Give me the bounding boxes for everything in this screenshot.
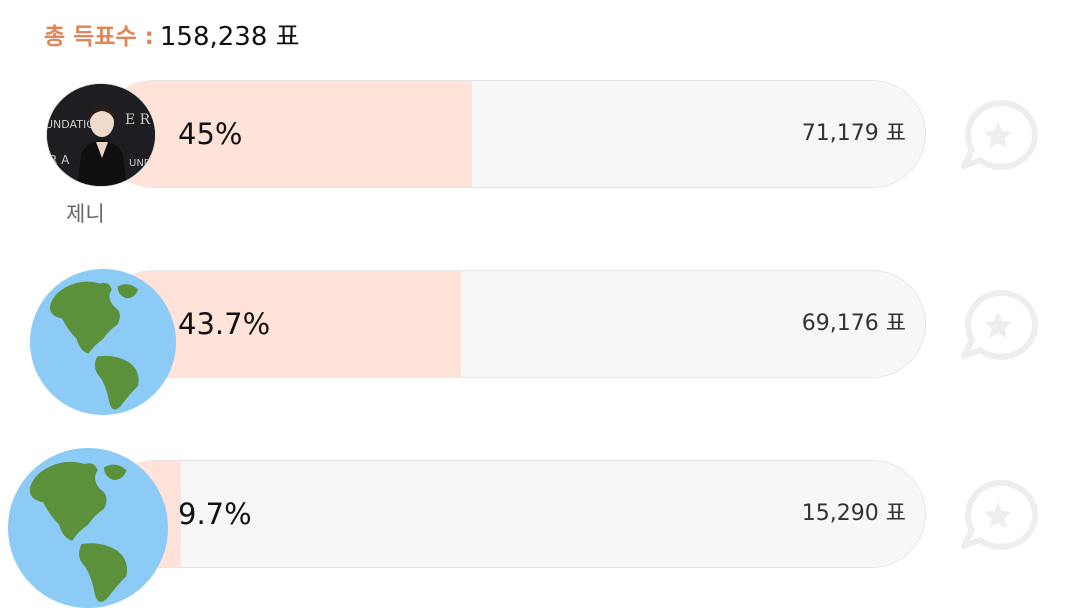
star-chat-bubble-icon[interactable]	[958, 288, 1039, 362]
candidate-row-2[interactable]: 43.7% 69,176 표	[0, 269, 1080, 415]
vote-bar[interactable]	[100, 270, 926, 378]
svg-text:E R: E R	[125, 112, 151, 128]
globe-icon	[30, 269, 176, 415]
candidate-row-1[interactable]: UNDATION R A E R UND 45% 71,179 표 제니	[0, 80, 1080, 226]
vote-count: 15,290 표	[801, 501, 906, 526]
vote-percent: 45%	[178, 117, 243, 151]
vote-count: 69,176 표	[801, 311, 906, 336]
candidate-avatar	[8, 448, 168, 608]
total-votes-label: 총 득표수 :	[44, 24, 154, 50]
vote-count: 71,179 표	[801, 121, 906, 146]
candidate-row-3[interactable]: 9.7% 15,290 표	[0, 448, 1080, 608]
vote-bar-fill	[101, 81, 472, 187]
total-votes: 총 득표수 : 158,238 표	[44, 14, 300, 54]
vote-percent: 9.7%	[178, 497, 252, 531]
person-photo-icon: UNDATION R A E R UND	[47, 84, 155, 186]
total-votes-value: 158,238 표	[159, 21, 300, 52]
svg-text:R A: R A	[49, 153, 70, 167]
star-chat-bubble-icon[interactable]	[958, 98, 1039, 172]
candidate-avatar	[30, 269, 176, 415]
svg-text:UNDATION: UNDATION	[47, 118, 103, 131]
svg-text:UND: UND	[129, 158, 152, 169]
candidate-name: 제니	[66, 202, 105, 226]
vote-bar[interactable]	[100, 80, 926, 188]
star-chat-bubble-icon[interactable]	[958, 478, 1039, 552]
candidate-avatar: UNDATION R A E R UND	[46, 83, 156, 187]
globe-icon	[8, 448, 168, 608]
vote-percent: 43.7%	[178, 307, 271, 341]
